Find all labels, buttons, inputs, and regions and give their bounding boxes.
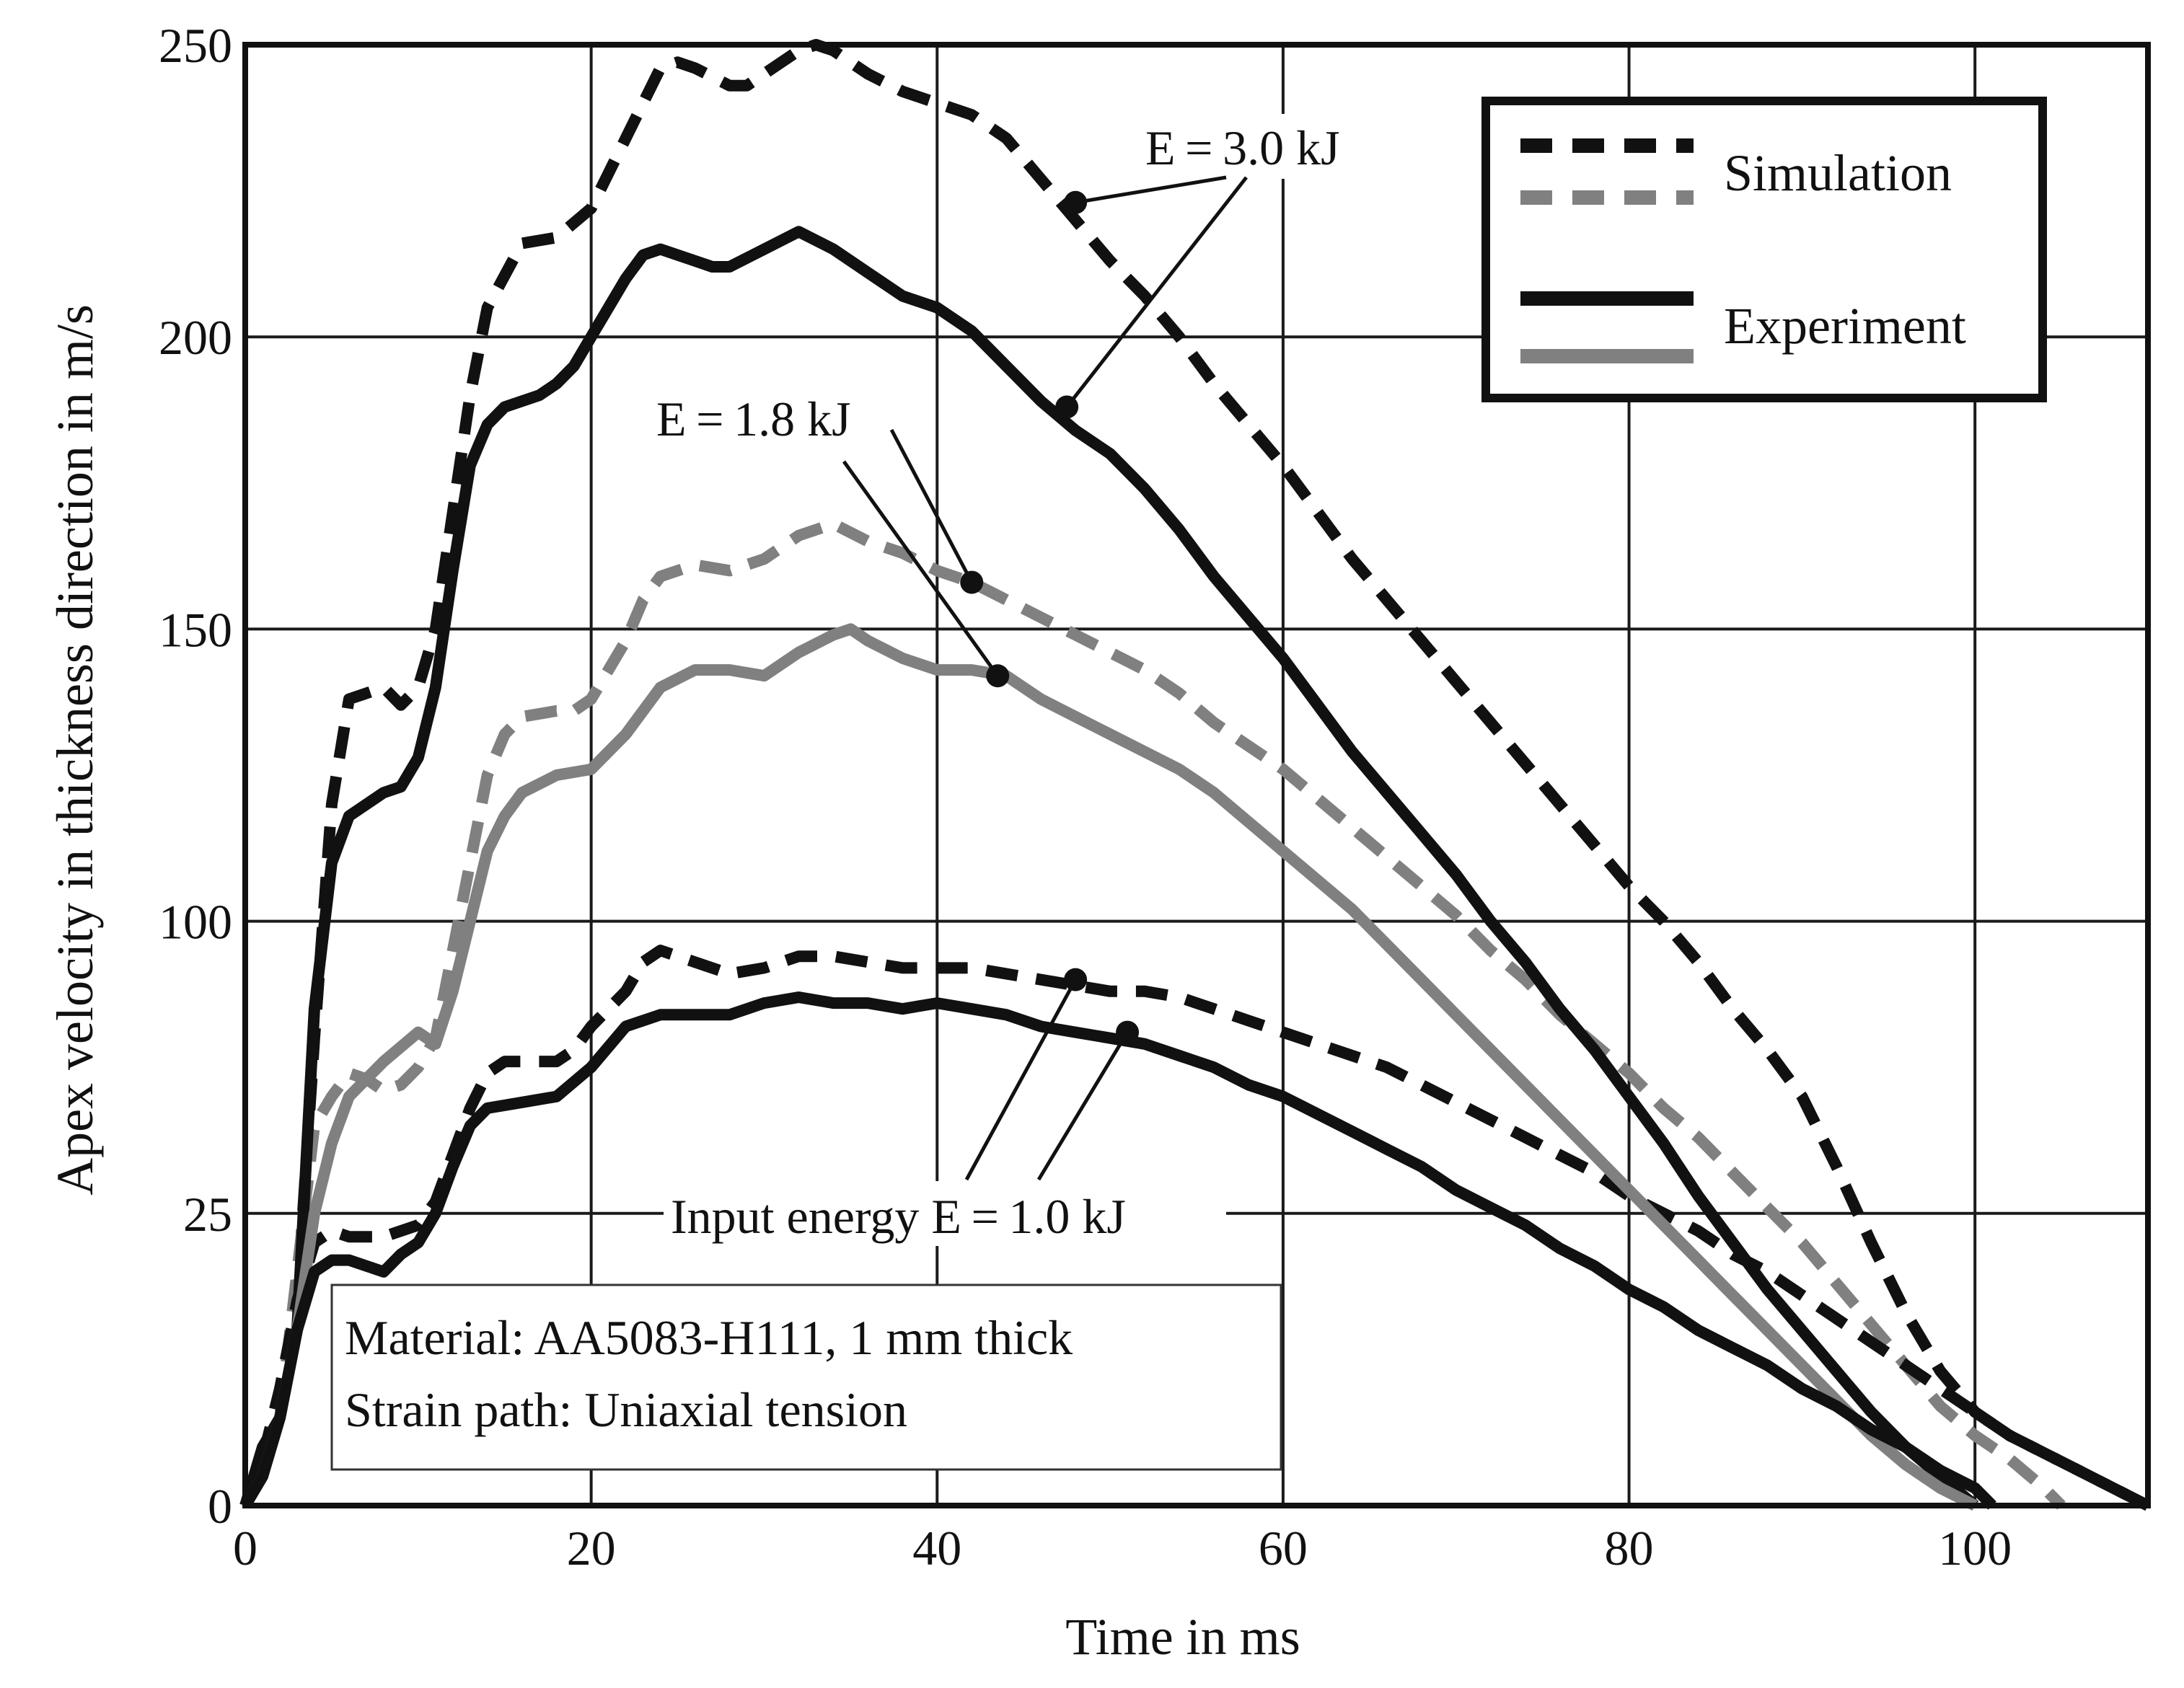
series-experiment-e-1-0-kj bbox=[240, 991, 1996, 1510]
axes-layer: 0 20 40 60 80 100 0 25 100 150 200 250 bbox=[159, 18, 2151, 1576]
label-e30-bg bbox=[1138, 114, 1355, 179]
label-e10: Input energy E = 1.0 kJ bbox=[671, 1189, 1126, 1244]
leader-line bbox=[1075, 175, 1227, 205]
x-tick-label: 40 bbox=[912, 1521, 961, 1576]
leader-line bbox=[964, 978, 1078, 1181]
legend-simulation-label: Simulation bbox=[1724, 144, 1952, 202]
x-tick-label: 60 bbox=[1259, 1521, 1308, 1576]
y-tick-label: 200 bbox=[159, 310, 232, 365]
series-layer bbox=[239, 39, 2151, 1511]
info-box-material: Material: AA5083-H111, 1 mm thick bbox=[345, 1310, 1073, 1365]
leader-marker bbox=[1055, 395, 1079, 419]
y-tick-label: 0 bbox=[208, 1479, 232, 1534]
leader-line bbox=[1065, 176, 1248, 408]
y-tick-label: 150 bbox=[159, 602, 232, 657]
leader-marker bbox=[986, 664, 1010, 688]
leader-marker bbox=[1064, 968, 1088, 991]
info-box-strain-path: Strain path: Uniaxial tension bbox=[345, 1382, 907, 1437]
x-axis-title: Time in ms bbox=[1065, 1608, 1300, 1666]
info-box-frame bbox=[330, 1283, 1282, 1471]
y-tick-label: 100 bbox=[159, 895, 232, 950]
label-e18: E = 1.8 kJ bbox=[656, 392, 851, 446]
leader-marker bbox=[1064, 190, 1088, 214]
x-tick-label: 20 bbox=[567, 1521, 616, 1576]
leader-marker bbox=[960, 570, 984, 594]
leader-line bbox=[1036, 1031, 1130, 1181]
x-tick-label: 100 bbox=[1938, 1521, 2012, 1576]
legend: Simulation Experiment bbox=[1481, 97, 2047, 402]
leader-marker bbox=[1116, 1020, 1140, 1044]
label-e18-bg bbox=[651, 384, 866, 448]
y-tick-label: 25 bbox=[183, 1187, 232, 1242]
label-e30: E = 3.0 kJ bbox=[1145, 120, 1340, 175]
y-axis-title: Apex velocity in thickness direction in … bbox=[46, 304, 104, 1196]
series-simulation-e-3-0-kj bbox=[239, 39, 2151, 1511]
info-box: Material: AA5083-H111, 1 mm thick Strain… bbox=[330, 1283, 1282, 1471]
leader-line bbox=[842, 460, 1000, 677]
annotations: E = 3.0 kJ E = 1.8 kJ Input energy E = 1… bbox=[651, 114, 1355, 1246]
series-simulation-e-1-0-kj bbox=[239, 945, 2151, 1511]
leader-line bbox=[889, 428, 974, 583]
x-tick-label: 0 bbox=[233, 1521, 257, 1576]
y-tick-label: 250 bbox=[159, 18, 232, 73]
legend-experiment-label: Experiment bbox=[1724, 297, 1966, 355]
x-tick-label: 80 bbox=[1605, 1521, 1654, 1576]
series-experiment-e-3-0-kj bbox=[239, 226, 1979, 1511]
plot-frame bbox=[242, 42, 2151, 1508]
series-simulation-e-1-8-kj bbox=[240, 518, 2066, 1510]
label-e10-bg bbox=[664, 1181, 1226, 1246]
